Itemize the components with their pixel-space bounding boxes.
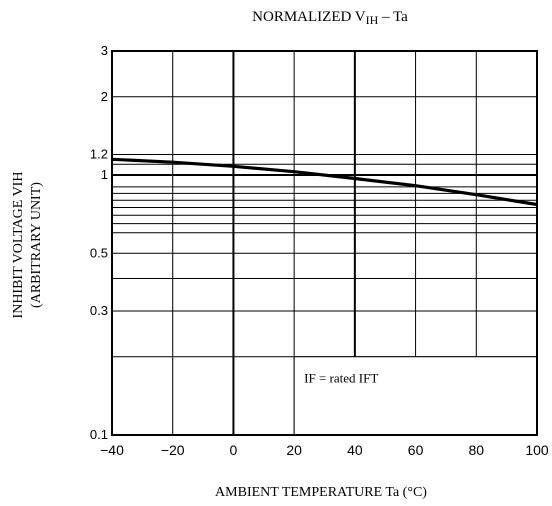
x-tick-label: 40 bbox=[347, 442, 363, 458]
x-tick-label: 80 bbox=[468, 442, 484, 458]
y-axis-label-line1: INHIBIT VOLTAGE VIH bbox=[11, 172, 26, 319]
y-tick-label: 2 bbox=[101, 89, 108, 104]
chart-title-main: NORMALIZED V bbox=[252, 9, 366, 25]
series-line bbox=[111, 157, 538, 207]
y-gridlines bbox=[112, 96, 537, 358]
annotation-box bbox=[293, 356, 538, 436]
y-tick-label: 3 bbox=[101, 43, 108, 58]
y-tick-label: 0.3 bbox=[90, 303, 108, 318]
chart-title-subscript: IH bbox=[366, 13, 379, 27]
y-tick-labels: 0.1 0.3 0.5 1 1.2 2 3 bbox=[90, 43, 108, 442]
y-axis-label-line2: (ARBITRARY UNIT) bbox=[29, 182, 44, 308]
x-tick-label: −40 bbox=[100, 442, 124, 458]
annotation-text: IF = rated IFT bbox=[304, 371, 378, 386]
x-tick-label: 100 bbox=[525, 442, 549, 458]
x-tick-label: −20 bbox=[161, 442, 185, 458]
x-axis-label: AMBIENT TEMPERATURE Ta (°C) bbox=[215, 485, 427, 500]
y-tick-label: 0.1 bbox=[90, 427, 108, 442]
chart-title: NORMALIZED VIH – Ta bbox=[252, 9, 408, 27]
y-tick-label: 1.2 bbox=[90, 146, 108, 161]
y-tick-label: 0.5 bbox=[90, 245, 108, 260]
x-tick-label: 20 bbox=[286, 442, 302, 458]
x-tick-labels: −40 −20 0 20 40 60 80 100 bbox=[100, 442, 549, 458]
chart-title-tail: – Ta bbox=[378, 9, 408, 25]
x-tick-label: 60 bbox=[408, 442, 424, 458]
x-tick-label: 0 bbox=[230, 442, 238, 458]
plot-frame bbox=[111, 50, 538, 436]
y-tick-label: 1 bbox=[101, 167, 108, 182]
